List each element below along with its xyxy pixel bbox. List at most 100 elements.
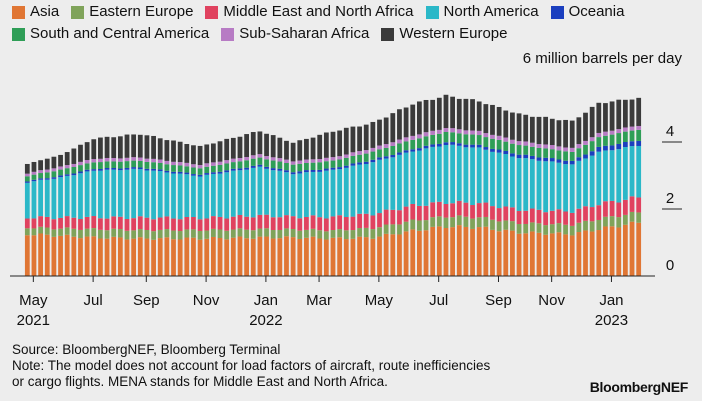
bar-segment-western-europe — [430, 99, 436, 131]
x-year-label: 2022 — [249, 312, 282, 329]
bar-segment-oceania — [38, 178, 43, 180]
bar-segment-eastern-europe — [536, 223, 542, 233]
legend-label: North America — [443, 3, 539, 20]
bar-segment-sub-saharan-africa — [24, 173, 30, 177]
bar-segment-sub-saharan-africa — [64, 165, 70, 169]
bar-segment-south-central-america — [177, 165, 183, 172]
stacked-bar-chart: 0 2 4 May 2021 Jul Sep Nov Jan 2022 Mar May Jul Sep No… — [10, 94, 682, 329]
bar-segment-mena — [496, 208, 502, 222]
bar-segment-sub-saharan-africa — [58, 166, 63, 170]
bar-week-38 — [277, 137, 283, 276]
bar-segment-oceania — [137, 167, 143, 170]
bar-segment-south-central-america — [78, 165, 83, 172]
bar-segment-oceania — [204, 173, 210, 175]
bar-segment-mena — [184, 216, 190, 230]
bar-segment-eastern-europe — [350, 230, 356, 239]
bar-segment-oceania — [370, 159, 376, 163]
bar-segment-western-europe — [144, 135, 150, 159]
bar-segment-sub-saharan-africa — [277, 158, 283, 162]
bar-segment-oceania — [104, 167, 110, 170]
bar-segment-south-central-america — [416, 138, 422, 149]
bar-segment-north-america — [137, 169, 143, 217]
bar-segment-sub-saharan-africa — [450, 128, 455, 133]
bar-segment-south-central-america — [58, 169, 63, 176]
bar-segment-mena — [230, 216, 236, 230]
bar-segment-asia — [529, 231, 535, 276]
bar-segment-western-europe — [490, 104, 495, 135]
bar-segment-asia — [64, 234, 70, 276]
bar-segment-asia — [510, 230, 515, 276]
bar-segment-sub-saharan-africa — [516, 141, 522, 146]
bar-segment-sub-saharan-africa — [622, 127, 628, 132]
legend-swatch — [12, 27, 25, 41]
bar-segment-sub-saharan-africa — [244, 157, 249, 161]
bar-segment-eastern-europe — [523, 223, 529, 234]
bar-segment-western-europe — [616, 99, 622, 130]
bar-segment-eastern-europe — [450, 217, 455, 228]
x-tick-label: Nov — [193, 292, 220, 309]
bar-segment-south-central-america — [510, 143, 515, 154]
bar-segment-oceania — [510, 153, 515, 157]
bar-week-8 — [78, 144, 83, 276]
bar-segment-western-europe — [71, 148, 77, 164]
bar-segment-asia — [164, 237, 170, 276]
bar-segment-western-europe — [157, 138, 163, 160]
bar-segment-north-america — [490, 151, 495, 207]
bar-segment-south-central-america — [38, 173, 43, 179]
note-text-line-1: Note: The model does not account for loa… — [12, 358, 491, 373]
bar-segment-western-europe — [164, 140, 170, 161]
bar-segment-mena — [390, 209, 396, 225]
bar-segment-eastern-europe — [463, 216, 469, 227]
bar-segment-south-central-america — [410, 139, 416, 150]
bar-segment-asia — [569, 235, 575, 276]
bar-segment-sub-saharan-africa — [210, 162, 216, 166]
bar-segment-north-america — [536, 160, 542, 210]
bar-segment-eastern-europe — [290, 229, 296, 238]
bar-segment-mena — [297, 218, 303, 231]
bar-segment-south-central-america — [456, 133, 462, 144]
bar-segment-western-europe — [357, 126, 362, 152]
bar-segment-sub-saharan-africa — [556, 146, 562, 151]
bar-segment-mena — [323, 218, 329, 232]
bar-segment-south-central-america — [569, 151, 575, 161]
bar-segment-asia — [503, 229, 509, 276]
bar-segment-sub-saharan-africa — [224, 160, 230, 164]
bar-segment-oceania — [569, 160, 575, 165]
bar-segment-western-europe — [390, 113, 396, 143]
bar-segment-mena — [310, 215, 316, 229]
bar-segment-mena — [217, 216, 223, 230]
bar-segment-eastern-europe — [210, 228, 216, 237]
bar-segment-south-central-america — [383, 147, 389, 157]
bar-week-78 — [543, 116, 549, 276]
bar-segment-asia — [104, 238, 110, 276]
bar-segment-western-europe — [131, 134, 137, 158]
bar-segment-western-europe — [51, 156, 57, 169]
bar-segment-oceania — [496, 149, 502, 153]
bar-segment-eastern-europe — [456, 215, 462, 226]
bar-segment-western-europe — [317, 134, 323, 159]
bar-segment-south-central-america — [403, 141, 409, 151]
bar-segment-north-america — [516, 158, 522, 212]
legend-item-asia: Asia — [12, 3, 59, 21]
bar-segment-asia — [516, 233, 522, 276]
bar-segment-eastern-europe — [516, 224, 522, 234]
bar-segment-south-central-america — [536, 147, 542, 158]
bar-segment-north-america — [589, 155, 595, 208]
bar-segment-asia — [629, 221, 635, 276]
bar-segment-eastern-europe — [277, 229, 283, 239]
bar-segment-north-america — [84, 171, 90, 217]
bar-segment-western-europe — [589, 106, 595, 138]
bar-segment-western-europe — [177, 141, 183, 163]
bar-segment-eastern-europe — [569, 225, 575, 236]
bar-segment-western-europe — [197, 145, 203, 165]
bar-segment-sub-saharan-africa — [549, 145, 555, 150]
bar-week-2 — [38, 160, 43, 276]
bar-segment-western-europe — [44, 158, 50, 170]
bar-segment-south-central-america — [237, 161, 243, 169]
bar-week-80 — [556, 120, 562, 276]
bar-week-5 — [58, 154, 63, 276]
bar-segment-eastern-europe — [157, 229, 163, 239]
bar-segment-western-europe — [98, 137, 103, 159]
bar-segment-north-america — [503, 154, 509, 207]
bar-segment-north-america — [470, 147, 475, 206]
